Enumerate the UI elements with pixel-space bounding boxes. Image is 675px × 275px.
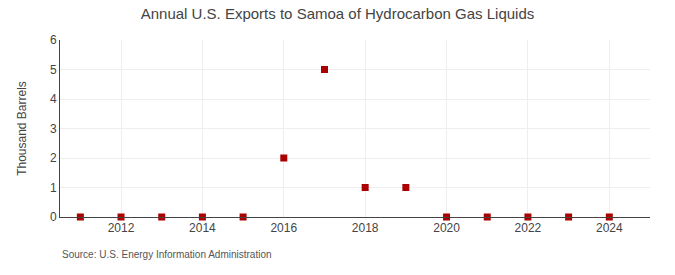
svg-text:2016: 2016: [270, 221, 297, 235]
svg-text:5: 5: [50, 63, 57, 77]
svg-text:2018: 2018: [352, 221, 379, 235]
svg-text:2012: 2012: [108, 221, 135, 235]
svg-text:Annual U.S. Exports to Samoa o: Annual U.S. Exports to Samoa of Hydrocar…: [141, 5, 535, 22]
svg-text:1: 1: [50, 181, 57, 195]
svg-text:3: 3: [50, 122, 57, 136]
svg-text:2024: 2024: [596, 221, 623, 235]
svg-text:2: 2: [50, 151, 57, 165]
svg-text:Source: U.S. Energy Informatio: Source: U.S. Energy Information Administ…: [62, 249, 272, 260]
svg-text:2020: 2020: [433, 221, 460, 235]
svg-text:0: 0: [50, 210, 57, 224]
svg-text:6: 6: [50, 33, 57, 47]
svg-text:2014: 2014: [189, 221, 216, 235]
svg-text:2022: 2022: [515, 221, 542, 235]
svg-text:Thousand Barrels: Thousand Barrels: [15, 81, 29, 176]
svg-text:4: 4: [50, 92, 57, 106]
